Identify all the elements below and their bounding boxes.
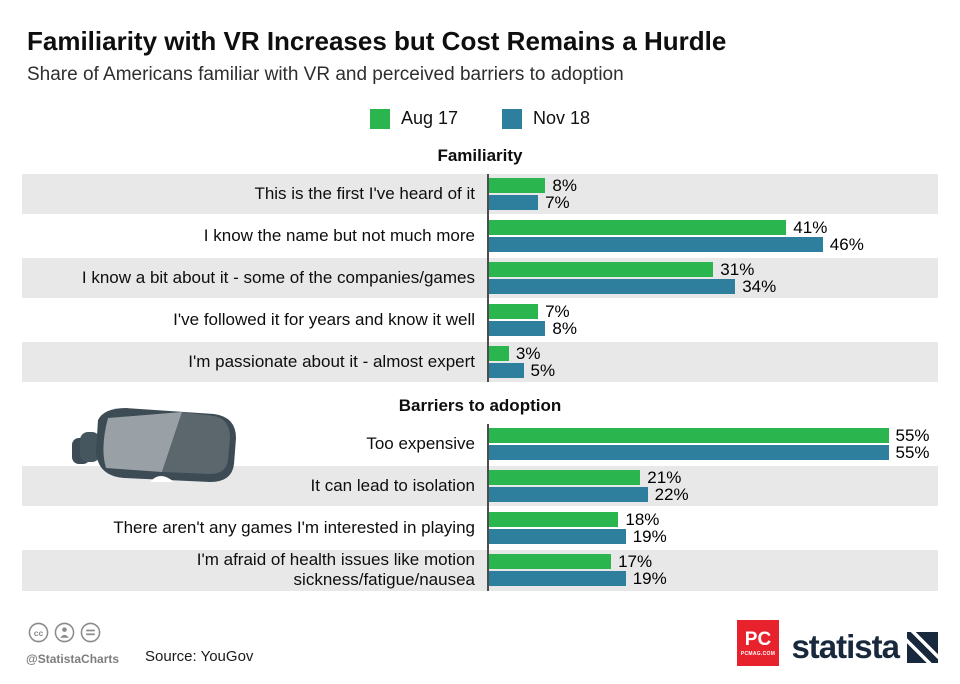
bar-nov18 [487,237,823,252]
row-label: Too expensive [366,433,475,453]
bar-value: 17% [618,551,653,571]
bar-value: 19% [632,526,667,546]
row-bars: 41% 46% [487,217,938,255]
bar-aug17 [487,470,641,485]
bar-nov18 [487,321,546,336]
pcmag-logo-subtext: PCMAG.COM [740,650,776,657]
vr-headset-illustration [72,408,236,482]
bar-value: 8% [552,175,577,195]
page-subtitle: Share of Americans familiar with VR and … [27,64,624,85]
bar-value: 41% [793,217,828,237]
legend-label: Aug 17 [400,108,458,128]
statista-wordmark: statista [791,628,900,665]
row-bars: 17% 19% [487,551,938,589]
section-header: Barriers to adoption [398,396,562,415]
section-rows: Too expensive 55% 55% It can lead to isolat… [22,424,938,591]
bar-value: 21% [647,467,682,487]
bar-aug17 [487,346,509,361]
bar-value: 31% [720,259,755,279]
bar-value: 55% [895,442,930,462]
bar-nov18 [487,195,539,210]
bar-nov18 [487,363,524,378]
statista-logo: statista [791,628,938,666]
chart-row: I've followed it for years and know it w… [22,300,938,340]
bar-nov18 [487,571,626,587]
statista-charts-handle: @StatistaCharts [26,652,120,666]
bar-nov18 [487,487,648,502]
axis-line [487,424,489,591]
pcmag-logo: PC PCMAG.COM [737,620,779,666]
bar-nov18 [487,529,626,544]
row-label: I know a bit about it - some of the comp… [81,267,475,287]
row-bars: 21% 22% [487,467,938,505]
legend-swatch-aug17 [369,108,390,129]
chart-row: I know a bit about it - some of the comp… [22,258,938,298]
row-bars: 3% 5% [487,343,938,381]
row-bars: 55% 55% [487,425,938,463]
license-icons: cc [28,622,101,643]
row-label: This is the first I've heard of it [254,183,475,203]
row-label: There aren't any games I'm interested in… [113,517,475,537]
bar-aug17 [487,512,619,527]
chart-row: This is the first I've heard of it 8% 7% [22,174,938,214]
legend-swatch-nov18 [502,108,522,129]
row-label: I'm afraid of health issues like motion … [196,550,475,590]
bar-nov18 [487,279,736,294]
no-derivatives-icon [80,622,101,643]
bar-aug17 [487,304,539,319]
source-credit: Source: YouGov [145,648,254,665]
chart-row: I'm afraid of health issues like motion … [22,550,938,591]
chart-section: Familiarity This is the first I've heard … [0,146,960,382]
row-bars: 7% 8% [487,301,938,339]
cc-icon: cc [28,622,49,643]
bar-aug17 [487,178,546,193]
attribution-person-icon [54,622,75,643]
row-bars: 8% 7% [487,175,938,213]
bar-value: 34% [742,276,777,296]
chart-row: Too expensive 55% 55% [22,424,938,464]
chart-row: I know the name but not much more 41% 46% [22,216,938,256]
bar-value: 22% [654,484,689,504]
bar-aug17 [487,262,714,277]
row-label: It can lead to isolation [310,475,475,495]
bar-value: 8% [552,318,577,338]
bar-value: 7% [545,301,570,321]
chart-section: Barriers to adoption Too expensive 55% 55% I… [0,396,960,591]
legend-item-nov18: Nov 18 [502,108,590,129]
section-header: Familiarity [437,146,523,165]
bar-value: 18% [625,509,660,529]
bar-value: 55% [895,425,930,445]
page-title: Familiarity with VR Increases but Cost R… [27,26,727,56]
row-label: I'm passionate about it - almost expert [188,351,475,371]
chart-row: It can lead to isolation 21% 22% [22,466,938,506]
row-bars: 18% 19% [487,509,938,547]
bar-value: 3% [515,343,541,363]
svg-text:cc: cc [34,628,44,638]
legend: Aug 17 Nov 18 [0,108,960,129]
legend-item-aug17: Aug 17 [369,108,458,129]
bar-value: 19% [632,568,667,588]
row-label: I know the name but not much more [203,225,475,245]
section-rows: This is the first I've heard of it 8% 7% I … [22,174,938,382]
row-label: I've followed it for years and know it w… [173,309,475,329]
statista-logo-mark [907,631,938,663]
pcmag-logo-text: PC [744,628,772,650]
chart-row: There aren't any games I'm interested in… [22,508,938,548]
axis-line [487,174,489,382]
bar-value: 46% [829,234,864,254]
chart: Familiarity This is the first I've heard … [0,142,960,593]
row-bars: 31% 34% [487,259,938,297]
chart-row: I'm passionate about it - almost expert 3… [22,342,938,382]
bar-aug17 [487,554,612,570]
bar-value: 5% [530,360,556,380]
bar-value: 7% [545,192,570,212]
bar-aug17 [487,220,787,235]
legend-label: Nov 18 [533,108,591,128]
bar-aug17 [487,428,889,443]
bar-nov18 [487,445,889,460]
